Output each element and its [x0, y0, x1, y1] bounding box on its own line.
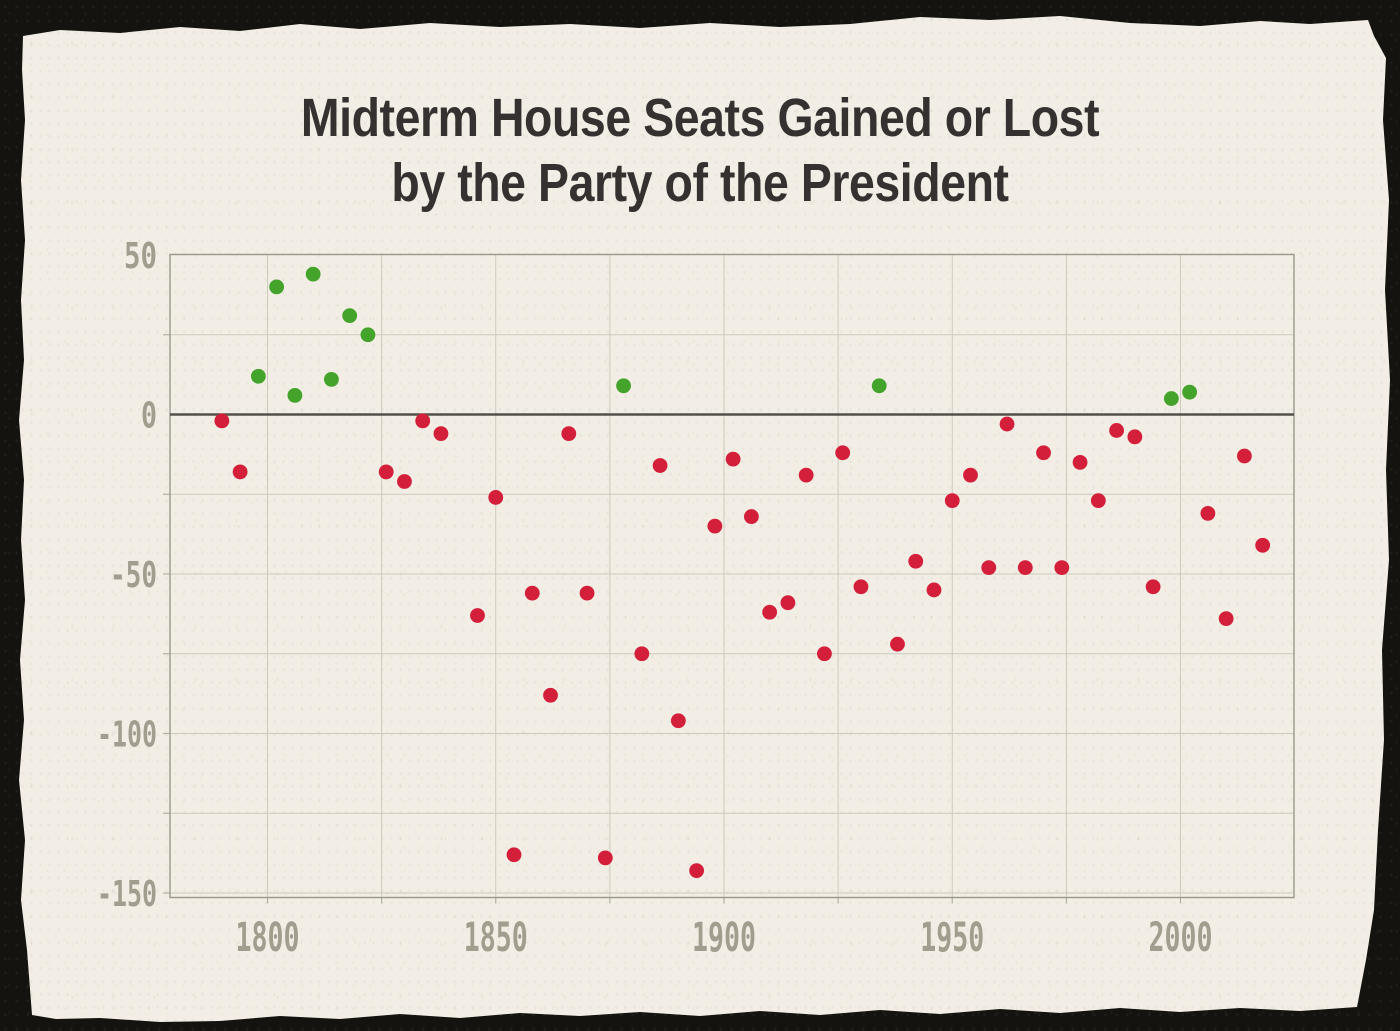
data-point-1986 — [1109, 423, 1124, 438]
x-axis-label: 1850 — [464, 915, 528, 961]
data-point-1914 — [780, 595, 796, 611]
data-point-1886 — [652, 458, 668, 473]
y-axis-label: -50 — [110, 555, 157, 596]
y-axis-label: -100 — [97, 715, 157, 756]
data-point-2014 — [1237, 448, 1252, 464]
data-point-1922 — [817, 646, 832, 662]
data-point-1838 — [433, 426, 449, 442]
data-point-2002 — [1182, 384, 1198, 400]
data-point-1990 — [1127, 429, 1143, 445]
data-point-1830 — [397, 474, 412, 489]
x-axis-label: 1900 — [692, 915, 756, 961]
data-point-1810 — [305, 266, 321, 282]
data-point-1930 — [853, 579, 869, 595]
data-point-1874 — [597, 850, 613, 866]
data-point-1854 — [506, 847, 522, 863]
data-point-1878 — [616, 378, 631, 394]
data-point-2006 — [1200, 505, 1216, 521]
data-point-1798 — [250, 368, 266, 384]
data-point-1998 — [1163, 391, 1179, 406]
data-point-1974 — [1054, 560, 1070, 576]
data-point-1802 — [269, 279, 285, 295]
data-point-1918 — [798, 467, 814, 483]
data-point-1822 — [360, 327, 376, 343]
data-point-1934 — [871, 378, 887, 394]
data-point-1814 — [324, 372, 339, 387]
data-point-1846 — [470, 608, 485, 623]
data-point-1906 — [743, 509, 759, 524]
data-point-1962 — [999, 416, 1015, 432]
data-point-1882 — [634, 646, 650, 662]
chart-title-line-2: by the Party of the President — [391, 153, 1009, 213]
data-point-1946 — [926, 582, 942, 598]
data-point-1954 — [963, 467, 978, 483]
data-point-2018 — [1255, 537, 1271, 553]
data-point-1866 — [561, 426, 577, 442]
y-axis-label: 50 — [124, 236, 157, 277]
data-point-1806 — [287, 387, 303, 403]
data-point-1890 — [670, 713, 686, 729]
data-point-1858 — [524, 585, 540, 601]
x-axis-label: 1800 — [236, 915, 300, 961]
data-point-1958 — [981, 560, 997, 576]
data-point-1870 — [579, 585, 595, 601]
data-point-2010 — [1218, 611, 1234, 627]
data-point-1894 — [689, 863, 705, 879]
data-point-1982 — [1090, 493, 1106, 509]
data-point-1898 — [707, 518, 723, 534]
x-axis-label: 2000 — [1149, 915, 1213, 961]
data-point-1966 — [1017, 560, 1033, 576]
data-point-1970 — [1036, 445, 1051, 461]
data-point-1818 — [342, 308, 358, 324]
data-point-1794 — [232, 464, 248, 480]
data-point-1938 — [890, 636, 905, 652]
data-point-1910 — [762, 604, 778, 620]
x-axis-label: 1950 — [920, 915, 984, 961]
data-point-1850 — [488, 490, 504, 505]
data-point-1834 — [415, 413, 431, 429]
data-point-1950 — [944, 493, 960, 509]
chart-title: Midterm House Seats Gained or Lost by th… — [19, 86, 1390, 216]
plot-border — [169, 253, 1295, 899]
data-point-1790 — [214, 413, 230, 429]
y-axis-label: -150 — [97, 874, 157, 915]
data-point-1942 — [908, 553, 924, 569]
data-point-1994 — [1145, 579, 1161, 595]
data-point-1926 — [835, 445, 851, 461]
chart-title-line-1: Midterm House Seats Gained or Lost — [300, 88, 1100, 148]
y-axis-label: 0 — [141, 396, 157, 437]
data-point-1978 — [1072, 454, 1088, 470]
data-point-1862 — [543, 687, 558, 703]
data-point-1902 — [725, 451, 741, 467]
data-point-1826 — [378, 464, 394, 480]
